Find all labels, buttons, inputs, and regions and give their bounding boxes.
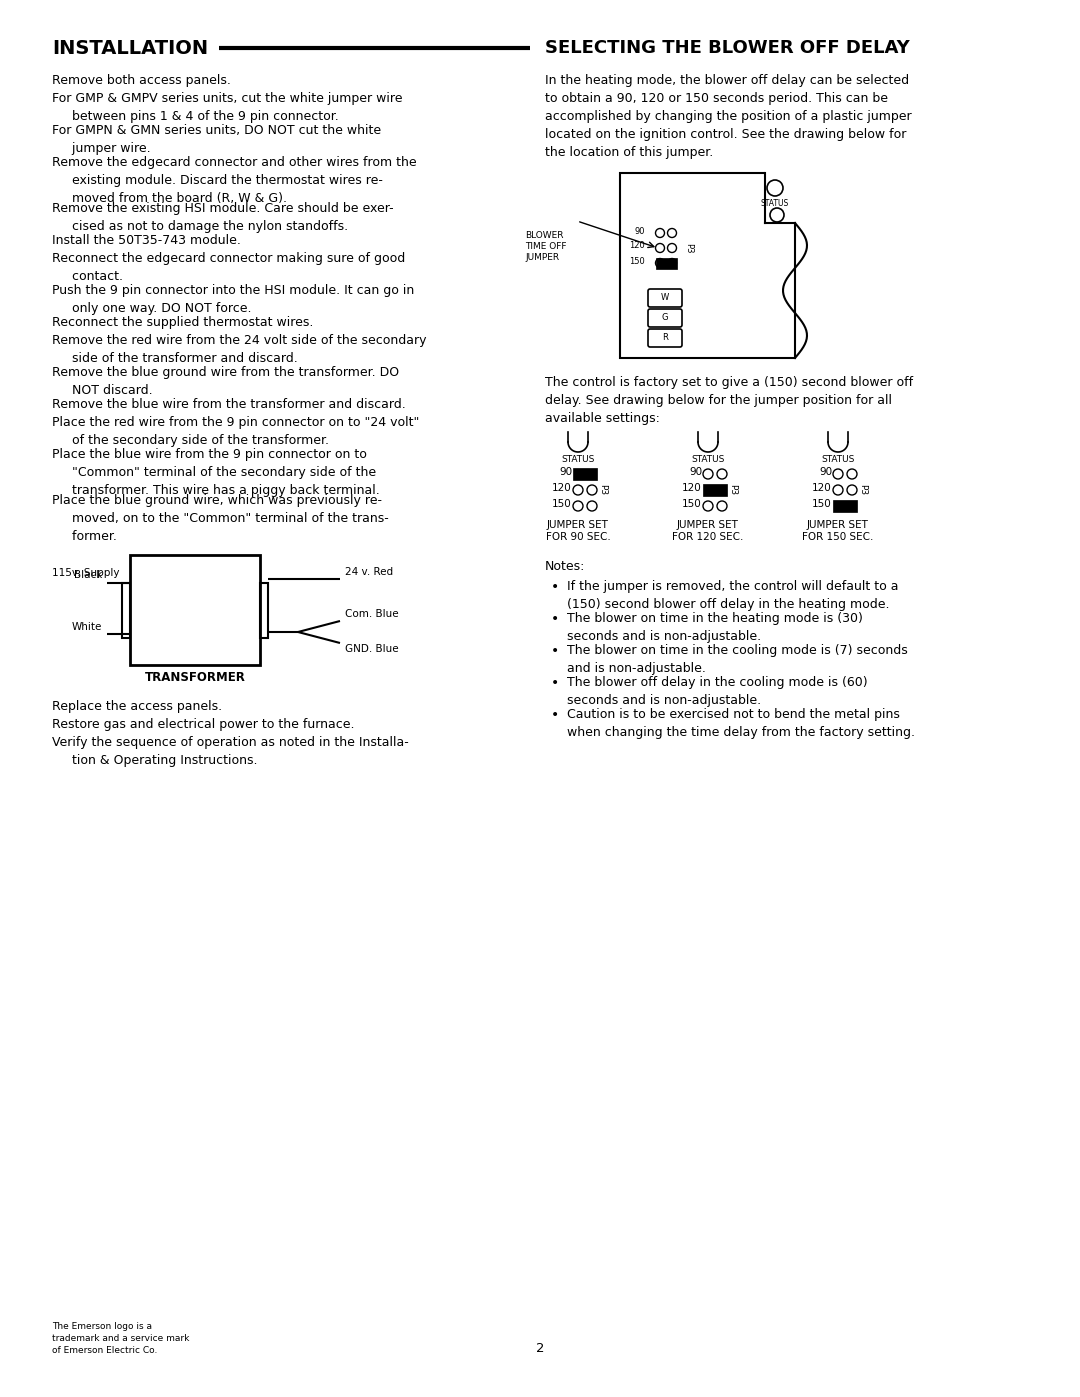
Text: G: G: [662, 313, 669, 321]
Text: 120: 120: [630, 242, 645, 250]
Text: 150: 150: [812, 499, 832, 509]
Text: Remove the red wire from the 24 volt side of the secondary
     side of the tran: Remove the red wire from the 24 volt sid…: [52, 334, 427, 365]
Bar: [833, 500, 858, 511]
Text: The blower off delay in the cooling mode is (60)
seconds and is non-adjustable.: The blower off delay in the cooling mode…: [567, 676, 867, 707]
Text: P3: P3: [859, 485, 867, 496]
Text: 150: 150: [630, 257, 645, 265]
Text: The control is factory set to give a (150) second blower off
delay. See drawing : The control is factory set to give a (15…: [545, 376, 913, 425]
Text: JUMPER SET
FOR 90 SEC.: JUMPER SET FOR 90 SEC.: [545, 520, 610, 542]
Text: 24 v. Red: 24 v. Red: [345, 567, 393, 577]
Text: TRANSFORMER: TRANSFORMER: [145, 671, 245, 685]
Bar: [122, 583, 130, 637]
Text: Reconnect the edgecard connector making sure of good
     contact.: Reconnect the edgecard connector making …: [52, 251, 405, 284]
Text: 90: 90: [558, 467, 572, 476]
Text: For GMP & GMPV series units, cut the white jumper wire
     between pins 1 & 4 o: For GMP & GMPV series units, cut the whi…: [52, 92, 403, 123]
Bar: [765, 170, 797, 224]
Text: Caution is to be exercised not to bend the metal pins
when changing the time del: Caution is to be exercised not to bend t…: [567, 708, 915, 739]
Text: Remove the edgecard connector and other wires from the
     existing module. Dis: Remove the edgecard connector and other …: [52, 156, 417, 205]
Text: White: White: [71, 622, 102, 633]
Text: Place the blue wire from the 9 pin connector on to
     "Common" terminal of the: Place the blue wire from the 9 pin conne…: [52, 448, 380, 497]
Text: The blower on time in the cooling mode is (7) seconds
and is non-adjustable.: The blower on time in the cooling mode i…: [567, 644, 908, 675]
Text: •: •: [551, 708, 559, 722]
Text: 120: 120: [683, 483, 702, 493]
Text: Reconnect the supplied thermostat wires.: Reconnect the supplied thermostat wires.: [52, 316, 313, 330]
Text: Place the blue ground wire, which was previously re-
     moved, on to the "Comm: Place the blue ground wire, which was pr…: [52, 495, 389, 543]
Text: Place the red wire from the 9 pin connector on to "24 volt"
     of the secondar: Place the red wire from the 9 pin connec…: [52, 416, 419, 447]
Text: W: W: [661, 292, 670, 302]
Text: 115v. Supply: 115v. Supply: [52, 569, 120, 578]
Text: 150: 150: [683, 499, 702, 509]
Text: P3: P3: [684, 243, 693, 253]
Text: JUMPER SET
FOR 120 SEC.: JUMPER SET FOR 120 SEC.: [673, 520, 744, 542]
Text: 120: 120: [812, 483, 832, 493]
Text: Install the 50T35-743 module.: Install the 50T35-743 module.: [52, 235, 241, 247]
Bar: [260, 583, 268, 637]
Text: Remove the blue ground wire from the transformer. DO
     NOT discard.: Remove the blue ground wire from the tra…: [52, 366, 400, 397]
Text: INSTALLATION: INSTALLATION: [52, 39, 208, 59]
Bar: [573, 468, 597, 481]
Text: Remove the existing HSI module. Care should be exer-
     cised as not to damage: Remove the existing HSI module. Care sho…: [52, 203, 393, 233]
Text: STATUS: STATUS: [821, 455, 854, 464]
Text: BLOWER
TIME OFF
JUMPER: BLOWER TIME OFF JUMPER: [525, 231, 567, 263]
Text: 90: 90: [635, 226, 645, 236]
Bar: [620, 173, 795, 358]
Text: •: •: [551, 644, 559, 658]
Text: JUMPER SET
FOR 150 SEC.: JUMPER SET FOR 150 SEC.: [802, 520, 874, 542]
Text: P3: P3: [729, 485, 738, 496]
Text: GND. Blue: GND. Blue: [345, 644, 399, 654]
Text: If the jumper is removed, the control will default to a
(150) second blower off : If the jumper is removed, the control wi…: [567, 580, 899, 610]
Text: The blower on time in the heating mode is (30)
seconds and is non-adjustable.: The blower on time in the heating mode i…: [567, 612, 863, 643]
Text: Com. Blue: Com. Blue: [345, 609, 399, 619]
Text: 90: 90: [819, 467, 832, 476]
Text: The Emerson logo is a
trademark and a service mark
of Emerson Electric Co.: The Emerson logo is a trademark and a se…: [52, 1322, 189, 1355]
Text: Replace the access panels.: Replace the access panels.: [52, 700, 222, 712]
Text: Remove the blue wire from the transformer and discard.: Remove the blue wire from the transforme…: [52, 398, 406, 411]
Text: Black: Black: [73, 570, 102, 581]
Text: •: •: [551, 612, 559, 626]
Bar: [656, 257, 676, 268]
Text: Verify the sequence of operation as noted in the Installa-
     tion & Operating: Verify the sequence of operation as note…: [52, 736, 408, 767]
Text: Notes:: Notes:: [545, 560, 585, 573]
Text: R: R: [662, 332, 667, 341]
Text: P3: P3: [598, 485, 607, 496]
Text: STATUS: STATUS: [691, 455, 725, 464]
Text: For GMPN & GMN series units, DO NOT cut the white
     jumper wire.: For GMPN & GMN series units, DO NOT cut …: [52, 124, 381, 155]
Text: 150: 150: [552, 499, 572, 509]
Text: •: •: [551, 676, 559, 690]
Text: Push the 9 pin connector into the HSI module. It can go in
     only one way. DO: Push the 9 pin connector into the HSI mo…: [52, 284, 415, 314]
Text: In the heating mode, the blower off delay can be selected
to obtain a 90, 120 or: In the heating mode, the blower off dela…: [545, 74, 912, 159]
Text: 120: 120: [552, 483, 572, 493]
Text: Remove both access panels.: Remove both access panels.: [52, 74, 231, 87]
Bar: [703, 483, 727, 496]
Text: SELECTING THE BLOWER OFF DELAY: SELECTING THE BLOWER OFF DELAY: [545, 39, 909, 57]
Text: 2: 2: [536, 1343, 544, 1355]
Text: STATUS: STATUS: [761, 198, 789, 208]
Bar: [130, 555, 260, 665]
Text: STATUS: STATUS: [562, 455, 595, 464]
Text: 90: 90: [689, 467, 702, 476]
Text: Restore gas and electrical power to the furnace.: Restore gas and electrical power to the …: [52, 718, 354, 731]
Text: •: •: [551, 580, 559, 594]
